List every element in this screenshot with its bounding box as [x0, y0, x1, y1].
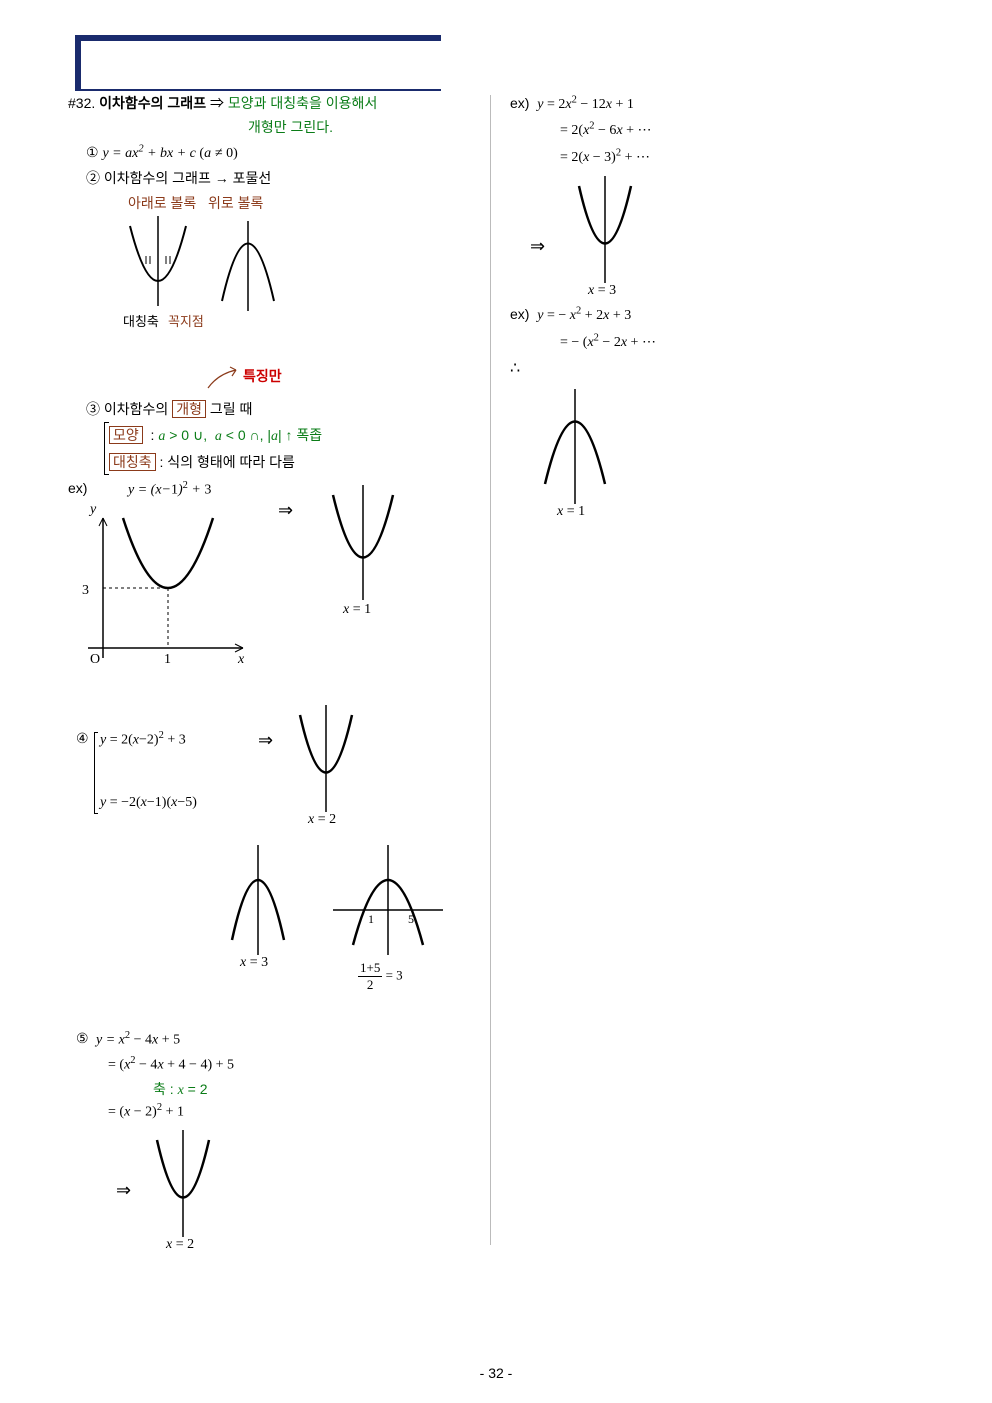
parabola-down-icon — [208, 216, 288, 316]
r-ex1-eq2: = 2(x2 − 6x + ⋯ — [560, 123, 652, 138]
column-divider — [490, 95, 491, 1245]
parabola-up-icon — [118, 216, 198, 316]
page-footer: - 32 - — [0, 1365, 992, 1381]
r-ex1-eq1: y = 2x2 − 12x + 1 — [537, 97, 634, 112]
r-ex2-sketch-block: x = 1 — [510, 384, 910, 524]
r-ex1-eq2-row: = 2(x2 − 6x + ⋯ — [510, 118, 910, 142]
item5-eq3: = (x − 2)2 + 1 — [108, 1102, 184, 1121]
ex1-x: x — [238, 652, 244, 668]
item5-axis-note: 축 : x = 2 — [153, 1079, 208, 1099]
concave-up-label: 아래로 볼록 — [128, 195, 196, 211]
axis-row: 대칭축 : 식의 형태에 따라 다름 — [109, 451, 322, 473]
circled-3: ③ — [86, 401, 100, 417]
bracket-icon — [94, 732, 98, 814]
ex1-formula: y = (x−1)2 + 3 — [128, 480, 211, 499]
item-3: ③ 이차함수의 개형 그릴 때 — [68, 398, 468, 420]
r-ex2-axis: x = 1 — [557, 504, 585, 520]
circled-1: ① — [86, 144, 99, 160]
item4-axis2: x = 3 — [240, 955, 268, 971]
ex1-graph — [78, 498, 258, 678]
shape-row: 모양 : a > 0 ∪, a < 0 ∩, |a| ↑ 폭좁 — [109, 424, 322, 448]
title-green-2-row: 개형만 그린다. — [68, 116, 468, 138]
r-ex2: ex) y = − x2 + 2x + 3 — [510, 303, 910, 327]
r-ex1-sketch — [565, 171, 645, 291]
item1-formula: y = ax2 + bx + c — [102, 146, 199, 161]
ex1-O: O — [90, 652, 100, 668]
axis-label: 대칭축 — [123, 311, 159, 330]
ex1-y: y — [90, 502, 96, 518]
ex1-x1: 1 — [164, 652, 171, 668]
item4-sketch-down — [218, 840, 298, 960]
r-ex1-sketch-block: ⇒ x = 3 — [510, 171, 910, 301]
title-green-1: 모양과 대칭축을 이용해서 — [228, 95, 377, 111]
shape-axis-block: 모양 : a > 0 ∪, a < 0 ∩, |a| ↑ 폭좁 대칭축 : 식의… — [104, 422, 468, 475]
header-box — [75, 35, 441, 91]
item4-frac: 1+5 2 = 3 — [358, 960, 403, 993]
axis-rule: : 식의 형태에 따라 다름 — [160, 454, 295, 470]
item5-eq1: y = x2 − 4x + 5 — [96, 1030, 180, 1049]
item5-sketch — [143, 1125, 223, 1245]
r-ex1-eq3-row: = 2(x − 3)2 + ⋯ — [510, 145, 910, 169]
feature-label: 특징만 — [243, 366, 282, 386]
section-title: #32. 이차함수의 그래프 ⇒ 모양과 대칭축을 이용해서 — [68, 92, 468, 114]
item-2: ② 이차함수의 그래프 → 포물선 — [68, 167, 468, 189]
item4-sketch-up — [286, 700, 366, 820]
item4-eq2: y = −2(x−1)(x−5) — [100, 795, 197, 811]
item3-boxed: 개형 — [172, 400, 206, 418]
item3-text2: 그릴 때 — [210, 401, 253, 417]
left-column: #32. 이차함수의 그래프 ⇒ 모양과 대칭축을 이용해서 개형만 그린다. … — [68, 90, 468, 1290]
ex-label: ex) — [68, 480, 87, 496]
item2-text: 이차함수의 그래프 → 포물선 — [104, 170, 271, 186]
page: #32. 이차함수의 그래프 ⇒ 모양과 대칭축을 이용해서 개형만 그린다. … — [0, 0, 992, 1403]
r-ex2-sketch — [530, 384, 620, 509]
r-ex1-axis: x = 3 — [588, 283, 616, 299]
arrow-icon — [188, 366, 388, 396]
circled-2: ② — [86, 170, 100, 186]
arrow: ⇒ — [210, 95, 224, 111]
item-5: ⑤ y = x2 − 4x + 5 = (x2 − 4x + 4 − 4) + … — [68, 1030, 468, 1290]
item-4: ④ y = 2(x−2)2 + 3 y = −2(x−1)(x−5) ⇒ x =… — [68, 730, 468, 1020]
item4-eq1: y = 2(x−2)2 + 3 — [100, 730, 186, 749]
feature-note: 특징만 — [68, 366, 468, 396]
arrow-icon: ⇒ — [278, 500, 293, 521]
r-ex2-eq1: y = − x2 + 2x + 3 — [537, 308, 631, 323]
ex1-sketch — [318, 480, 408, 610]
item-1: ① y = ax2 + bx + c (a ≠ 0) — [68, 141, 468, 165]
section-number: #32. — [68, 95, 95, 111]
section-title-bold: 이차함수의 그래프 — [99, 95, 206, 111]
item4-axis1: x = 2 — [308, 812, 336, 828]
root-5: 5 — [408, 912, 414, 927]
vertex-label: 꼭지점 — [168, 311, 204, 330]
r-ex2-eq2: = − (x2 − 2x + ⋯ — [560, 335, 656, 350]
arrow-icon: ⇒ — [116, 1180, 131, 1201]
right-column: ex) y = 2x2 − 12x + 1 = 2(x2 − 6x + ⋯ = … — [510, 90, 910, 524]
ex-label: ex) — [510, 306, 529, 322]
shape-label: 모양 — [109, 426, 143, 444]
convex-labels: 아래로 볼록 위로 볼록 — [68, 192, 468, 214]
arrow-icon: ⇒ — [530, 236, 545, 257]
arrow-icon: ⇒ — [258, 730, 273, 751]
circled-4: ④ — [76, 730, 89, 747]
circled-5: ⑤ — [76, 1030, 89, 1047]
title-green-2: 개형만 그린다. — [248, 119, 333, 135]
item2-graphs: 대칭축 꼭지점 — [118, 216, 468, 336]
concave-down-label: 위로 볼록 — [208, 195, 263, 211]
ex1-y3: 3 — [82, 583, 89, 599]
example-1: ex) y = (x−1)2 + 3 3 O 1 x y ⇒ x = 1 — [68, 480, 468, 680]
root-1: 1 — [368, 912, 374, 927]
page-number: - 32 - — [480, 1365, 513, 1381]
axis-label-box: 대칭축 — [109, 453, 156, 471]
item5-axis: x = 2 — [166, 1237, 194, 1253]
r-ex1-eq3: = 2(x − 3)2 + ⋯ — [560, 150, 650, 165]
item3-text1: 이차함수의 — [104, 401, 168, 417]
item5-eq2: = (x2 − 4x + 4 − 4) + 5 — [108, 1055, 234, 1074]
item4-sketch-roots — [328, 840, 448, 960]
r-therefore: ∴ — [510, 356, 910, 382]
r-ex1: ex) y = 2x2 − 12x + 1 — [510, 92, 910, 116]
ex1-axis-label: x = 1 — [343, 602, 371, 618]
ex-label: ex) — [510, 95, 529, 111]
r-ex2-eq2-row: = − (x2 − 2x + ⋯ — [510, 330, 910, 354]
